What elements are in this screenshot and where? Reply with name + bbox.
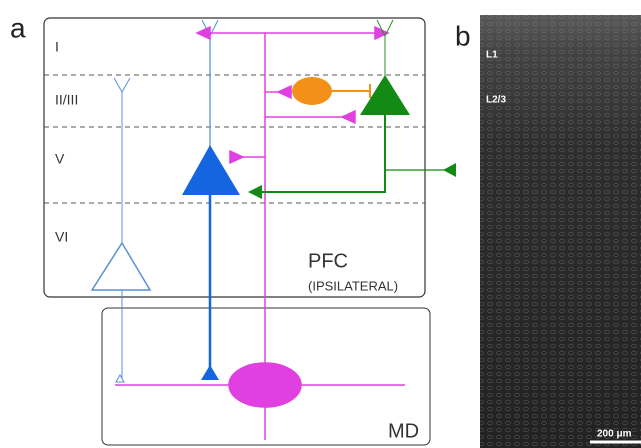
- scale-bar-label: 200 μm: [597, 429, 632, 440]
- layer-label: L2/3: [486, 95, 506, 106]
- interneuron: [292, 77, 370, 105]
- micrograph-texture: [480, 15, 641, 448]
- layer-boundaries: [44, 75, 425, 203]
- panel-label: b: [455, 20, 471, 51]
- layer5-neuron: [182, 20, 240, 380]
- md-neuron: [115, 27, 405, 440]
- layer6-neuron: [92, 78, 150, 382]
- region-label: PFC: [308, 250, 348, 272]
- region-note: (IPSILATERAL): [308, 278, 398, 293]
- layer-label: L1: [486, 50, 498, 61]
- panel-label: a: [10, 12, 26, 43]
- thalamus-label: MD: [388, 420, 419, 442]
- figure: a I II/III V VI PFC (IPSILATERAL) MD: [0, 0, 641, 448]
- layer-label: VI: [55, 229, 68, 245]
- layer-label: V: [55, 151, 65, 167]
- layer-label: II/III: [55, 92, 78, 108]
- layer-label: I: [55, 39, 59, 55]
